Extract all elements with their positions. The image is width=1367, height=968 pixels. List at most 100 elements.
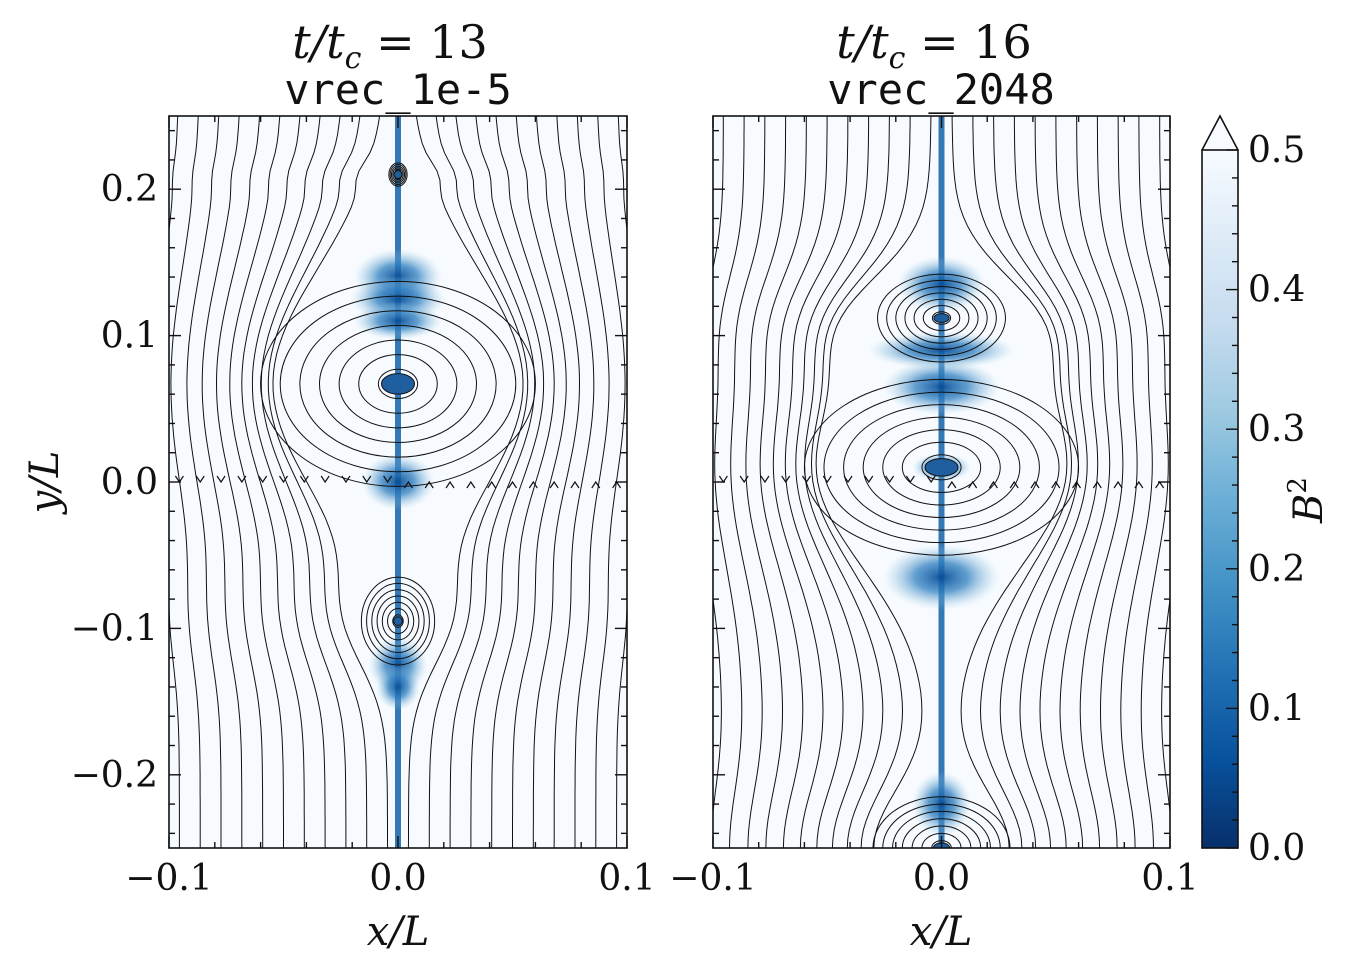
panel-right-plasmoid-loop xyxy=(882,429,1001,506)
panel-left-x-tick-label: 0.1 xyxy=(598,858,655,899)
panel-left-subtitle: vrec_1e-5 xyxy=(284,65,512,114)
panel-left-field-line xyxy=(241,116,305,848)
panel-left-plasmoid-loop xyxy=(381,601,415,641)
panel-left-field-arrow xyxy=(299,475,309,484)
panel-right-field-line xyxy=(713,116,724,817)
panel-left-field-line xyxy=(616,116,627,848)
panel-right-field-arrow xyxy=(885,475,895,484)
panel-right-plasmoid-loop xyxy=(886,279,997,357)
panel-right-plasmoid-loop xyxy=(921,454,962,481)
panel-right-field-arrow xyxy=(760,475,770,484)
panel-right-x-tick-label: 0.1 xyxy=(1141,858,1198,899)
panel-left-low-b2-blob xyxy=(361,453,435,511)
panel-left-field-line xyxy=(470,116,545,848)
colorbar-tick-label: 0.0 xyxy=(1248,828,1305,869)
panel-left-plasmoid-loop xyxy=(360,576,436,666)
colorbar-gradient xyxy=(1202,150,1238,848)
panel-left-plasmoid-loop xyxy=(299,310,497,458)
panel-right-x-tick-labels: −0.1 0.0 0.1 xyxy=(669,858,1198,899)
panel-left-field-line xyxy=(229,116,284,848)
panel-right-field-line xyxy=(1076,116,1124,848)
panel-left-field-arrow xyxy=(528,480,538,489)
panel-right-x-axis-label: x/L xyxy=(910,909,973,955)
panel-right-field-line xyxy=(795,116,870,848)
panel-right-field-arrow xyxy=(1030,480,1040,489)
panel-left-x-tick-labels: −0.1 0.0 0.1 xyxy=(125,858,655,899)
panel-right-field-line xyxy=(1013,116,1088,848)
panel-right-plasmoid-core xyxy=(924,458,959,477)
panel-left-field-line xyxy=(267,116,368,848)
colorbar-extend-max-arrow xyxy=(1201,114,1239,151)
colorbar-tick-label: 0.2 xyxy=(1248,549,1305,590)
panel-right-low-b2-blob xyxy=(883,544,1000,610)
panel-left-plasmoid-loop xyxy=(338,339,458,429)
panel-left-field-arrow xyxy=(424,480,434,489)
panel-right: t/tc = 16 vrec_2048 −0.1 0.0 0.1 x/L xyxy=(669,15,1198,955)
panel-right-plasmoid-loop xyxy=(862,416,1021,519)
colorbar-tick-label: 0.1 xyxy=(1248,688,1305,729)
panel-right-field-line xyxy=(810,116,911,848)
panel-left-field-line xyxy=(169,116,180,848)
panel-right-plasmoid-loop xyxy=(895,286,988,350)
panel-left-y-tick-label: 0.1 xyxy=(101,316,158,357)
panel-left-field-line xyxy=(407,116,524,848)
panel-right-field-line xyxy=(1159,116,1170,817)
panel-left-field-arrow xyxy=(570,480,580,489)
panel-left-low-b2-blob xyxy=(376,663,420,711)
panel-left-field-line xyxy=(201,116,243,848)
panel-left: t/tc = 13 vrec_1e-5 −0.1 0.0 0.1 −0.2 −0.1 0… xyxy=(22,15,656,955)
panel-left-y-tick-label: 0.2 xyxy=(101,169,158,210)
panel-right-plasmoid-loop xyxy=(922,304,961,332)
panel-right-plasmoid-loop xyxy=(843,404,1040,531)
panel-left-field-line xyxy=(260,116,347,848)
panel-left-field-line xyxy=(491,116,555,848)
panel-left-field-line xyxy=(251,116,326,848)
panel-right-field-arrow xyxy=(822,475,832,484)
panel-left-low-b2-regions xyxy=(350,116,446,848)
panel-left-field-arrow xyxy=(549,480,559,489)
panel-left-field-line xyxy=(215,116,264,848)
panel-right-field-arrow xyxy=(1113,480,1123,489)
panel-left-field-line xyxy=(449,116,536,848)
panel-right-x-tick-label: 0.0 xyxy=(913,858,970,899)
panel-left-field-arrow xyxy=(487,480,497,489)
panel-right-field-arrow xyxy=(988,480,998,489)
panel-left-title: t/tc = 13 xyxy=(292,15,488,76)
colorbar-ticks xyxy=(1226,149,1238,849)
panel-right-plasmoid-loop xyxy=(872,796,1011,848)
panel-left-field-arrow xyxy=(466,480,476,489)
panel-left-plasmoid-loop xyxy=(392,167,404,182)
panel-right-subtitle: vrec_2048 xyxy=(827,65,1055,114)
panel-left-plasmoid-core xyxy=(393,170,403,180)
panel-right-field-line xyxy=(1055,116,1111,848)
panel-left-field-line xyxy=(512,116,567,848)
panel-left-plasmoid-loop xyxy=(358,354,438,414)
panel-left-field-arrow xyxy=(279,475,288,484)
panel-right-field-line xyxy=(759,116,807,848)
panel-right-plasmoid-loop xyxy=(931,311,952,325)
panel-right-field-line xyxy=(972,116,1073,848)
panel-left-x-tick-label: −0.1 xyxy=(125,858,212,899)
panel-left-plasmoid-loop xyxy=(389,164,407,186)
panel-left-ticks xyxy=(168,116,628,848)
panel-right-field-line xyxy=(951,116,1068,848)
panel-left-field-arrow xyxy=(362,475,372,484)
panel-left-plasmoid-loop xyxy=(260,280,536,487)
panel-right-title: t/tc = 16 xyxy=(836,15,1032,76)
panel-left-plasmoid-core xyxy=(393,616,403,626)
panel-left-field-line xyxy=(428,116,529,848)
panel-left-plasmoid-loop xyxy=(377,368,419,400)
panel-right-field-line xyxy=(815,116,932,848)
panel-right-streamlines xyxy=(713,116,1170,848)
panel-right-plasmoid-core xyxy=(933,313,950,323)
panel-right-field-arrow xyxy=(864,475,874,484)
panel-right-field-line xyxy=(1096,116,1138,848)
panel-right-field-arrow xyxy=(926,475,936,484)
panel-right-field-arrow xyxy=(1134,480,1144,489)
panel-left-plasmoid-loop xyxy=(388,162,408,187)
panel-left-field-arrow xyxy=(383,475,393,484)
panel-left-field-arrow xyxy=(258,475,268,484)
panel-left-plasmoid-loop xyxy=(318,324,478,443)
panel-left-field-arrow xyxy=(591,480,601,489)
